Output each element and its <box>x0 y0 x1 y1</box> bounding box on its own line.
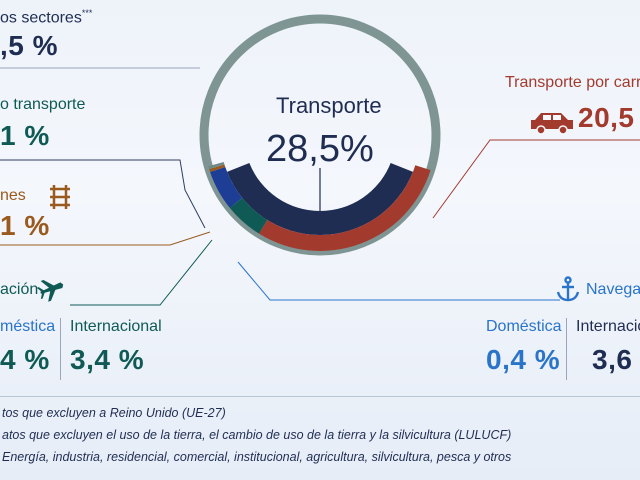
value-navegacion-domestica: 0,4 % <box>486 344 561 375</box>
label-otro-transporte: o transporte <box>0 96 86 113</box>
transport-inner-arc <box>227 162 413 235</box>
footnote-2: atos que excluyen el uso de la tierra, e… <box>2 428 512 442</box>
leader-aviacion <box>70 239 213 306</box>
center-value: 28,5% <box>266 128 374 170</box>
label-otros-sectores: os sectores*** <box>0 8 93 27</box>
value-aviacion-internacional: 3,4 % <box>70 344 145 375</box>
slice-navegaci-n <box>210 166 243 208</box>
center-title: Transporte <box>276 93 382 118</box>
label-aviacion: ación <box>0 281 39 298</box>
value-navegacion-internacional: 3,6 <box>592 344 633 375</box>
slice-otro-transporte <box>208 161 225 170</box>
transport-slices <box>208 161 431 251</box>
label-navegacion-domestica: Doméstica <box>486 318 562 335</box>
anchor-icon <box>556 276 580 302</box>
label-navegacion-internacional: Internacio <box>576 318 640 335</box>
value-aviacion-domestica: 4 % <box>0 344 50 375</box>
value-otro-transporte: 1 % <box>0 120 50 151</box>
footnote-3: Energía, industria, residencial, comerci… <box>2 450 512 464</box>
label-ferrocarriles: nes <box>0 187 26 204</box>
other-sectors-ring <box>199 14 441 256</box>
leader-navegacion <box>237 261 560 301</box>
value-ferrocarriles: 1 % <box>0 210 50 241</box>
label-aviacion-domestica: méstica <box>0 318 56 335</box>
navegacion-divider <box>566 318 567 380</box>
value-carretera: 20,5 <box>578 102 635 133</box>
slice-ferrocarriles <box>209 164 226 173</box>
footnote-separator <box>0 396 640 397</box>
aviacion-divider <box>60 318 61 380</box>
train-track-icon <box>50 185 70 209</box>
leader-carretera <box>432 139 640 219</box>
car-icon <box>531 113 573 135</box>
footnote-1: tos que excluyen a Reino Unido (UE-27) <box>2 406 226 420</box>
slice-aviaci-n <box>229 197 268 234</box>
slice-transporte-por-carretera <box>258 165 431 251</box>
airplane-icon <box>36 280 64 302</box>
label-aviacion-internacional: Internacional <box>70 318 162 335</box>
leader-otro-transporte <box>0 159 206 229</box>
label-carretera: Transporte por carret <box>505 74 640 91</box>
value-otros-sectores: ,5 % <box>0 30 59 61</box>
label-navegacion: Navegac <box>586 281 640 298</box>
leader-ferrocarriles <box>0 231 211 246</box>
